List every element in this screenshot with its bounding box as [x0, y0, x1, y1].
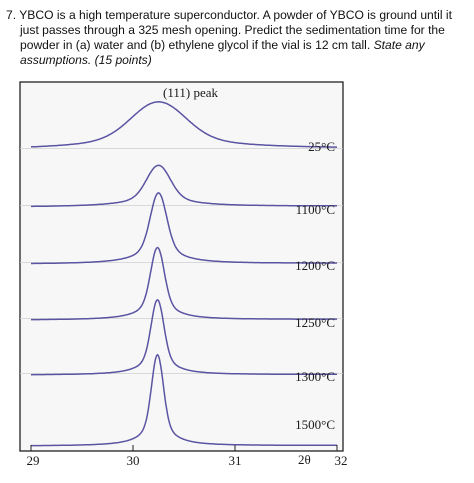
series-line-1200c: [31, 192, 337, 265]
question-line-3: powder in (a) water and (b) ethylene gly…: [6, 38, 468, 53]
series-line-1300c: [31, 298, 337, 376]
question-line-3-text: powder in (a) water and (b) ethylene gly…: [20, 38, 374, 52]
series-label-25c: 25°C: [308, 139, 335, 154]
series-label-1300c: 1300°C: [295, 369, 335, 384]
question-line-4: assumptions. (15 points): [6, 53, 468, 68]
series-line-1100c: [31, 164, 337, 208]
series-line-1500c: [31, 353, 337, 447]
x-axis-label: 2θ: [298, 452, 311, 467]
question-line-4-italic: assumptions. (15 points): [20, 53, 152, 67]
series-line-1250c: [31, 246, 337, 321]
peak-annotation: (111) peak: [163, 85, 218, 100]
series-label-1100c: 1100°C: [296, 202, 335, 217]
question-line-3-italic: State any: [373, 38, 425, 52]
x-tick-label-29: 29: [27, 453, 40, 468]
question-line-2: just passes through a 325 mesh opening. …: [20, 23, 445, 37]
series-label-1500c: 1500°C: [295, 417, 335, 432]
series-line-25c: [30, 101, 337, 148]
axis-layer: 29 30 31 32: [27, 445, 348, 468]
series-label-1200c: 1200°C: [295, 258, 335, 273]
x-tick-label-32: 32: [335, 453, 348, 468]
x-tick-label-31: 31: [229, 453, 242, 468]
series-label-1250c: 1250°C: [295, 315, 335, 330]
question-line-1: 7. YBCO is a high temperature supercondu…: [6, 8, 452, 22]
question-text: 7. YBCO is a high temperature supercondu…: [6, 8, 468, 68]
x-tick-label-30: 30: [127, 453, 140, 468]
series-layer: 25°C 1100°C 1200°C 1250°C 1300°C 1500°C: [20, 101, 343, 447]
